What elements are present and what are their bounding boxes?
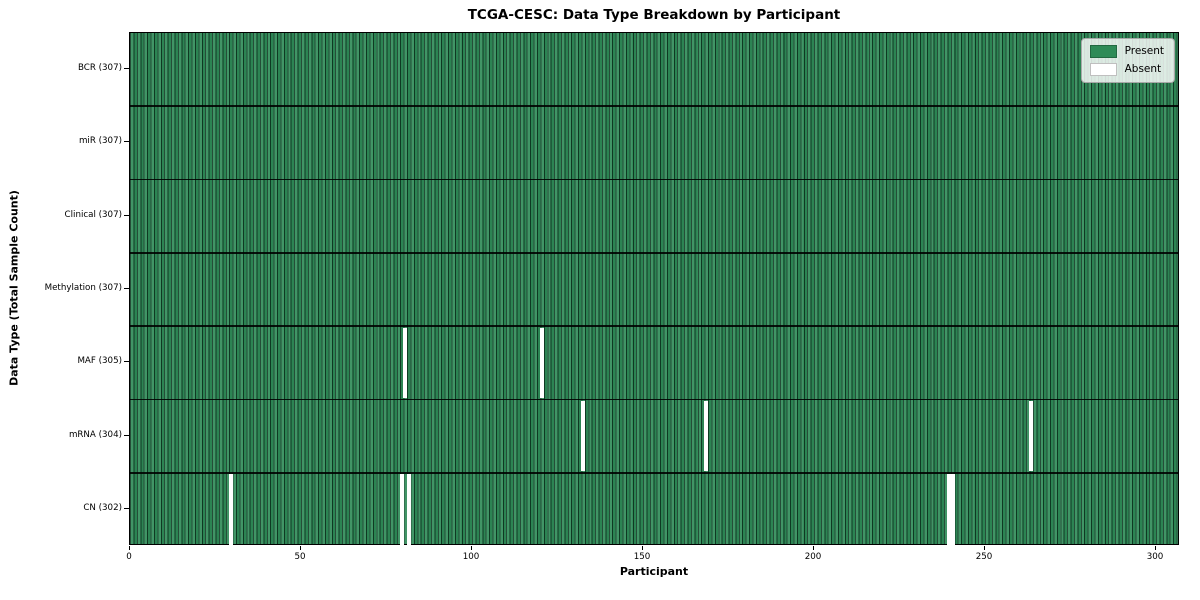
legend-label-present: Present [1124, 45, 1164, 58]
row-separator [130, 325, 1178, 327]
heatmap-row-Clinical[interactable] [130, 180, 1178, 253]
row-separator [130, 178, 1178, 181]
ytick-mark [124, 288, 129, 289]
heatmap-row-Methylation[interactable] [130, 253, 1178, 326]
ytick-mark [124, 214, 129, 216]
row-separator [130, 252, 1178, 254]
xtick-label-200: 200 [804, 552, 822, 562]
ytick-mark [124, 434, 129, 436]
legend-item-present: Present [1089, 45, 1164, 58]
ytick-label-miR: miR (307) [78, 136, 122, 147]
ytick-mark [124, 141, 129, 143]
row-separator [130, 471, 1178, 474]
legend: Present Absent [1080, 38, 1175, 83]
x-axis-label: Participant [619, 565, 689, 578]
heatmap-row-mRNA[interactable] [130, 399, 1178, 472]
ytick-mark [124, 68, 129, 70]
row-separator [130, 398, 1178, 401]
heatmap-row-MAF[interactable] [130, 326, 1178, 399]
xtick-mark [983, 546, 985, 550]
ytick-label-mRNA: mRNA (304) [68, 429, 122, 440]
ytick-label-Methylation: Methylation (307) [44, 283, 122, 293]
present-swatch-icon [1089, 45, 1117, 58]
ytick-mark [124, 361, 129, 363]
absent-cell-MAF-120 [540, 327, 545, 399]
absent-cell-mRNA-263 [1029, 400, 1034, 472]
absent-cell-CN-239 [947, 474, 952, 545]
heatmap-row-CN[interactable] [130, 473, 1178, 546]
ytick-label-Clinical: Clinical (307) [64, 209, 122, 220]
xtick-label-300: 300 [1146, 552, 1164, 562]
absent-cell-CN-29 [228, 474, 233, 545]
absent-cell-CN-240 [950, 474, 955, 545]
ytick-label-MAF: MAF (305) [77, 356, 122, 367]
heatmap-row-miR[interactable] [130, 106, 1178, 179]
absent-cell-CN-81 [406, 474, 411, 545]
xtick-mark [641, 546, 643, 550]
ytick-label-BCR: BCR (307) [77, 63, 122, 74]
heatmap-row-BCR[interactable] [130, 33, 1178, 106]
chart-title: TCGA-CESC: Data Type Breakdown by Partic… [467, 7, 841, 23]
xtick-label-250: 250 [975, 552, 993, 562]
xtick-label-50: 50 [294, 552, 306, 562]
xtick-label-0: 0 [126, 552, 132, 562]
heatmap-plot[interactable]: Present Absent [129, 32, 1179, 545]
ytick-label-CN: CN (302) [83, 502, 122, 513]
legend-label-absent: Absent [1124, 63, 1162, 76]
absent-swatch-icon [1089, 63, 1117, 76]
xtick-mark [1154, 546, 1156, 550]
absent-cell-MAF-80 [403, 327, 408, 399]
absent-cell-mRNA-168 [704, 400, 709, 472]
ytick-mark [124, 507, 129, 509]
xtick-mark [812, 546, 814, 550]
xtick-mark [299, 546, 301, 550]
xtick-mark [470, 546, 472, 550]
xtick-mark [128, 546, 130, 550]
absent-cell-mRNA-132 [581, 400, 586, 472]
xtick-label-150: 150 [633, 552, 651, 562]
legend-item-absent: Absent [1089, 63, 1164, 76]
xtick-label-100: 100 [462, 552, 480, 562]
row-separator [130, 105, 1178, 108]
absent-cell-CN-79 [399, 474, 404, 545]
